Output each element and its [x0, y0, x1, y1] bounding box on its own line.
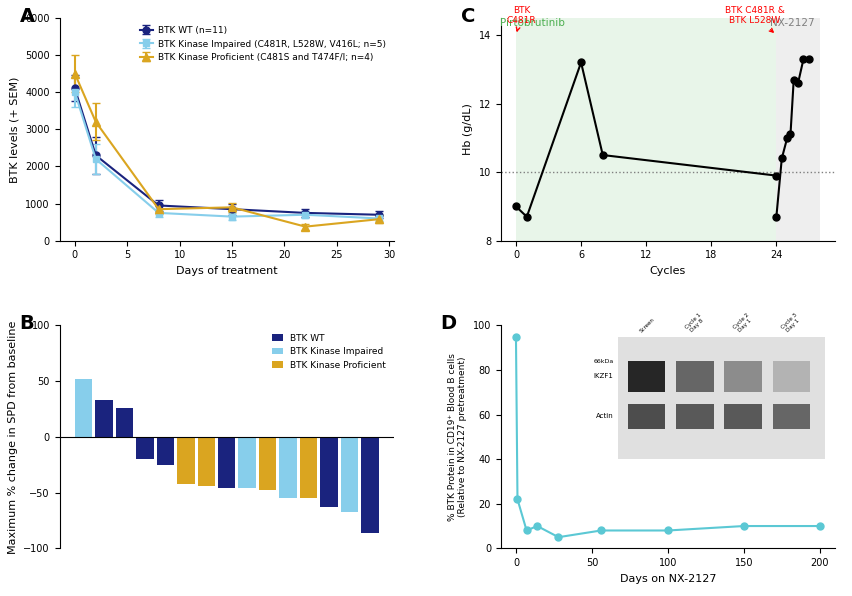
Bar	[361, 437, 378, 533]
Legend: BTK WT (n=11), BTK Kinase Impaired (C481R, L528W, V416L; n=5), BTK Kinase Profic: BTK WT (n=11), BTK Kinase Impaired (C481…	[136, 23, 389, 66]
Bar	[218, 437, 235, 488]
Text: D: D	[440, 314, 457, 333]
Text: Pirtobrutinib: Pirtobrutinib	[500, 18, 565, 28]
Bar	[95, 400, 112, 437]
Y-axis label: % BTK Protein in CD19⁺ Blood B cells
(Relative to NX-2127 pretreatment): % BTK Protein in CD19⁺ Blood B cells (Re…	[447, 353, 467, 521]
Bar	[136, 437, 153, 459]
X-axis label: Days of treatment: Days of treatment	[176, 266, 278, 276]
X-axis label: Days on NX-2127: Days on NX-2127	[619, 573, 717, 583]
X-axis label: Cycles: Cycles	[650, 266, 686, 276]
Legend: BTK WT, BTK Kinase Impaired, BTK Kinase Proficient: BTK WT, BTK Kinase Impaired, BTK Kinase …	[268, 330, 389, 373]
Bar	[157, 437, 174, 465]
Bar	[177, 437, 194, 484]
Y-axis label: Maximum % change in SPD from baseline: Maximum % change in SPD from baseline	[8, 320, 18, 554]
Bar	[279, 437, 296, 498]
Text: BTK C481R &
BTK L528W: BTK C481R & BTK L528W	[725, 5, 785, 32]
Text: A: A	[20, 7, 35, 26]
Text: C: C	[461, 7, 475, 26]
Bar	[300, 437, 317, 498]
Bar	[320, 437, 337, 507]
Bar	[259, 437, 276, 491]
Bar	[116, 408, 133, 437]
Bar	[75, 379, 92, 437]
Bar	[341, 437, 358, 511]
Y-axis label: BTK levels (+ SEM): BTK levels (+ SEM)	[9, 76, 20, 182]
Bar	[516, 18, 776, 241]
Text: NX-2127: NX-2127	[770, 18, 815, 28]
Bar	[239, 437, 256, 488]
Text: BTK
C481R: BTK C481R	[507, 5, 536, 31]
Bar	[198, 437, 215, 486]
Y-axis label: Hb (g/dL): Hb (g/dL)	[463, 103, 473, 155]
Text: B: B	[20, 314, 34, 333]
Bar	[776, 18, 820, 241]
